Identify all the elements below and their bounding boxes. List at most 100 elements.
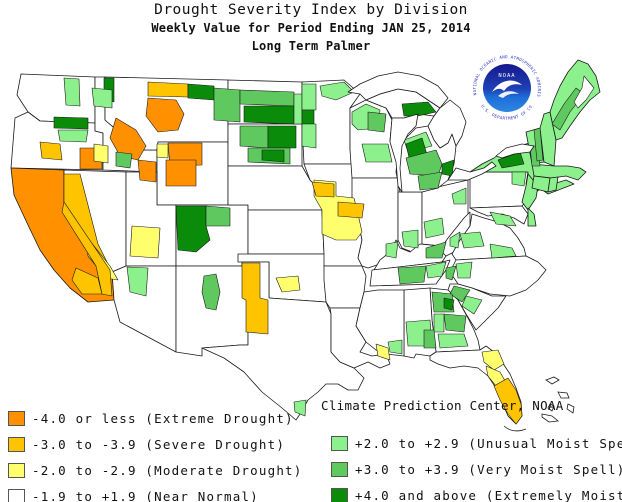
bahamas-island — [566, 403, 575, 414]
legend-swatch-severe — [8, 436, 25, 452]
division-patch — [187, 83, 215, 101]
division-patch — [39, 141, 63, 161]
division-patch — [71, 267, 103, 295]
division-patch — [425, 261, 447, 279]
division-patch — [147, 81, 189, 98]
seagull-icon — [498, 91, 519, 98]
page-title: Drought Severity Index by Division — [154, 2, 468, 18]
state-mississippi — [355, 289, 405, 357]
legend-label: +4.0 and above (Extremely Moist) — [355, 487, 622, 502]
division-patch — [301, 109, 315, 125]
division-patch — [293, 93, 303, 125]
page-subtitle: Weekly Value for Period Ending JAN 25, 2… — [151, 21, 471, 35]
noaa-logo-circle — [483, 64, 531, 112]
division-patch — [213, 87, 241, 123]
division-patch — [156, 143, 169, 159]
lake-huron — [427, 99, 467, 149]
state-north-carolina — [449, 255, 547, 297]
legend-item-severe-drought: -3.0 to -3.9 (Severe Drought) — [8, 431, 303, 457]
division-patch — [239, 125, 269, 149]
legend-moist: +2.0 to +2.9 (Unusual Moist Spell) +3.0 … — [331, 430, 622, 502]
division-patch — [261, 149, 285, 163]
attribution-text: Climate Prediction Center, NOAA — [321, 398, 564, 413]
division-patch — [165, 159, 197, 187]
legend-swatch-unusual-moist — [331, 435, 348, 451]
division-patch — [481, 349, 505, 371]
division-patch — [145, 97, 185, 133]
division-patch — [387, 339, 403, 355]
seagull-icon — [492, 80, 522, 92]
division-patch — [533, 127, 544, 162]
state-kansas — [247, 209, 325, 255]
state-delaware — [527, 207, 537, 227]
lake-michigan — [389, 113, 419, 193]
division-patch — [91, 87, 113, 109]
division-patch — [201, 273, 221, 311]
division-patch — [311, 181, 335, 198]
legend-item-extremely-moist: +4.0 and above (Extremely Moist) — [331, 482, 622, 502]
legend-item-extreme-drought: -4.0 or less (Extreme Drought) — [8, 405, 303, 431]
division-patch — [301, 83, 317, 111]
legend-label: -3.0 to -3.9 (Severe Drought) — [32, 436, 286, 452]
division-patch — [425, 241, 447, 259]
division-patch — [449, 231, 461, 249]
division-patch — [319, 81, 355, 101]
division-patch — [433, 313, 445, 333]
legend-label: -4.0 or less (Extreme Drought) — [32, 410, 294, 426]
division-patch — [489, 211, 517, 227]
division-patch — [93, 143, 109, 164]
division-patch — [267, 125, 297, 149]
division-patch — [205, 205, 231, 227]
legend-swatch-near-normal — [8, 488, 25, 502]
division-patch — [445, 265, 457, 281]
division-patch — [489, 243, 517, 259]
division-patch — [63, 77, 81, 107]
division-patch — [443, 297, 455, 311]
lake-ontario — [495, 143, 535, 159]
division-patch — [385, 241, 399, 259]
division-patch — [275, 275, 301, 293]
division-patch — [239, 89, 295, 107]
division-patch — [451, 187, 467, 205]
division-patch — [461, 295, 483, 315]
division-patch — [573, 75, 595, 109]
state-arkansas — [323, 265, 367, 309]
division-patch — [397, 265, 427, 285]
legend-swatch-very-moist — [331, 461, 348, 477]
division-patch — [126, 266, 149, 297]
division-patch — [511, 171, 527, 187]
legend-label: -1.9 to +1.9 (Near Normal) — [32, 488, 259, 502]
division-patch — [115, 151, 133, 169]
division-patch — [493, 377, 523, 425]
state-rhode-island — [547, 176, 559, 193]
bahamas-island — [545, 376, 560, 385]
legend-drought: -4.0 or less (Extreme Drought) -3.0 to -… — [8, 405, 303, 502]
division-patch — [405, 149, 443, 177]
term-line: Long Term Palmer — [251, 39, 371, 53]
division-patch — [293, 399, 307, 417]
division-patch — [375, 343, 391, 361]
division-patch — [361, 143, 393, 163]
noaa-logo: NOAA NATIONAL OCEANIC AND ATMOSPHERIC AD… — [472, 54, 542, 121]
division-patch — [243, 105, 295, 125]
legend-item-very-moist: +3.0 to +3.9 (Very Moist Spell) — [331, 456, 622, 482]
division-patch — [57, 129, 89, 143]
division-patch — [301, 123, 317, 149]
legend-label: +2.0 to +2.9 (Unusual Moist Spell) — [355, 435, 622, 451]
legend-item-unusual-moist: +2.0 to +2.9 (Unusual Moist Spell) — [331, 430, 622, 456]
bahamas-island — [547, 403, 555, 412]
division-patch — [129, 225, 161, 259]
division-patch — [449, 285, 471, 303]
legend-swatch-extremely-moist — [331, 487, 348, 502]
bahamas-island — [541, 413, 559, 423]
division-patch — [401, 229, 419, 249]
division-patch — [241, 262, 269, 335]
legend-swatch-extreme — [8, 410, 25, 426]
legend-item-near-normal: -1.9 to +1.9 (Near Normal) — [8, 483, 303, 502]
division-patch — [337, 201, 365, 219]
division-patch — [455, 261, 473, 279]
legend-swatch-moderate — [8, 462, 25, 478]
state-maryland — [469, 205, 529, 225]
